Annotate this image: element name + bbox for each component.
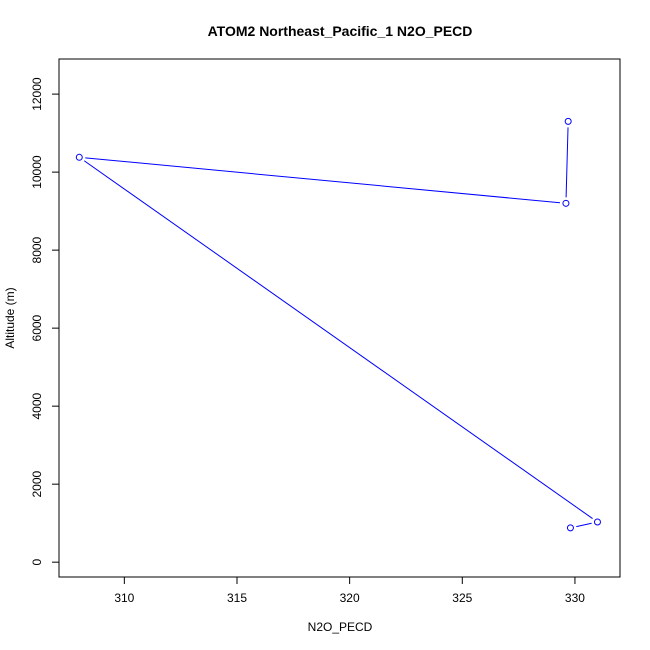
y-tick-label: 8000 (30, 236, 44, 263)
series-line-segment (83, 160, 593, 519)
data-point (564, 117, 572, 125)
y-axis: 0 2000 4000 6000 8000 10000 12000 (30, 77, 60, 566)
x-tick-label: 310 (114, 591, 134, 605)
data-point (75, 153, 83, 161)
x-tick-label: 315 (227, 591, 247, 605)
y-tick-label: 0 (30, 559, 44, 566)
x-tick-label: 320 (340, 591, 360, 605)
series-line-segment (565, 127, 569, 198)
series-line-segment (576, 522, 592, 528)
y-tick-label: 12000 (30, 77, 44, 111)
series-layer (75, 117, 601, 532)
y-tick-label: 4000 (30, 392, 44, 419)
y-axis-label: Altitude (m) (3, 287, 17, 348)
y-tick-label: 2000 (30, 470, 44, 497)
x-tick-label: 330 (565, 591, 585, 605)
x-axis-label: N2O_PECD (308, 620, 373, 634)
y-tick-label: 10000 (30, 155, 44, 189)
data-point (562, 199, 570, 207)
x-tick-label: 325 (452, 591, 472, 605)
y-tick-label: 6000 (30, 314, 44, 341)
x-axis: 310 315 320 325 330 (114, 576, 585, 605)
chart-title: ATOM2 Northeast_Pacific_1 N2O_PECD (208, 23, 473, 39)
series-line-segment (85, 157, 561, 204)
data-point (566, 524, 574, 532)
data-point (593, 518, 601, 526)
